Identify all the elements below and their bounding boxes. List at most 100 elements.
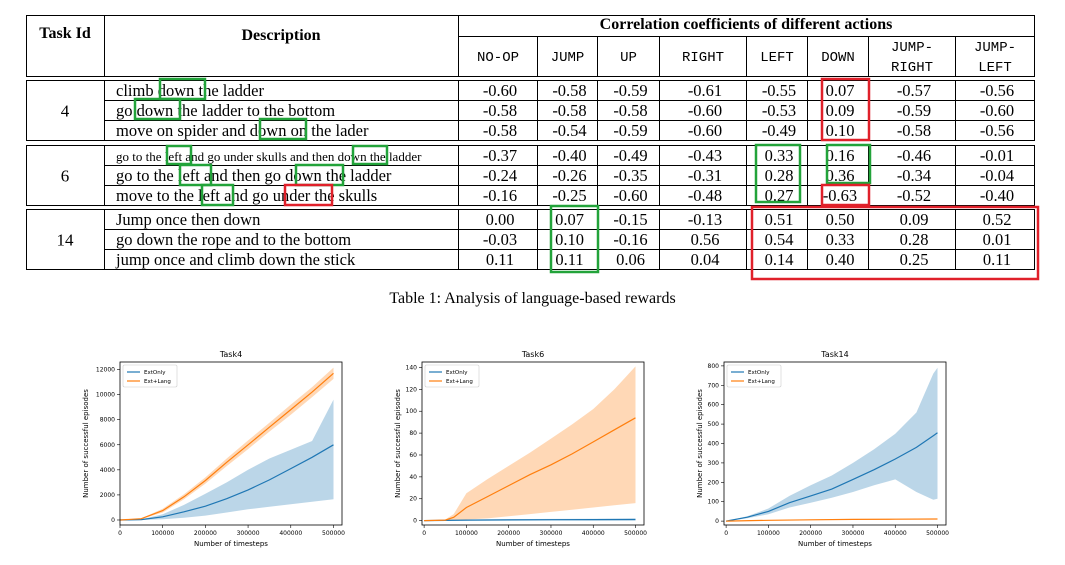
y-tick-label: 6000: [100, 442, 115, 449]
action-header: DOWN: [821, 50, 855, 66]
chart-task4: Task4 0 100000 200000 300000 400000 500000 0 200…: [82, 350, 345, 548]
task-id-cell: 14: [57, 231, 75, 250]
plot-area: [725, 367, 938, 522]
description-cell: climb down the ladder: [116, 81, 265, 100]
series-band-extonly: [120, 399, 334, 520]
action-header: JUMP: [551, 50, 585, 66]
legend: ExtOnly Ext+Lang: [726, 364, 782, 388]
value-cell: 0.51: [765, 210, 794, 229]
value-cell: -0.52: [897, 186, 931, 205]
highlight-box: [158, 77, 207, 101]
y-tick-label: 40: [409, 474, 417, 481]
value-cell: -0.59: [897, 101, 931, 120]
y-tick-label: 300: [708, 460, 720, 467]
value-cell: -0.43: [688, 146, 722, 165]
value-cell: -0.60: [688, 101, 722, 120]
header-description: Description: [241, 27, 320, 44]
highlight-box: [750, 205, 1040, 281]
x-axis-label: Number of timesteps: [496, 540, 570, 548]
action-header: NO-OP: [477, 50, 519, 66]
description-cell: go down the ladder to the bottom: [116, 101, 335, 120]
y-tick-label: 10000: [96, 392, 115, 399]
legend: ExtOnly Ext+Lang: [424, 364, 480, 388]
description-cell: Jump once then down: [116, 210, 260, 229]
value-cell: -0.24: [483, 166, 517, 185]
series-band-extonly: [726, 367, 938, 522]
value-cell: 0.27: [765, 186, 794, 205]
highlight-box: [351, 144, 389, 166]
value-cell: 0.06: [616, 250, 645, 269]
plot-frame: [421, 361, 645, 526]
value-cell: -0.54: [552, 121, 586, 140]
y-tick-label: 140: [406, 364, 418, 371]
x-tick-label: 0: [422, 530, 426, 537]
value-cell: 0.25: [900, 250, 929, 269]
y-tick-label: 100: [708, 499, 720, 506]
action-header-line1: JUMP-: [974, 40, 1016, 56]
value-cell: -0.37: [483, 146, 517, 165]
value-cell: 0.54: [765, 230, 794, 249]
value-cell: -0.55: [762, 81, 796, 100]
value-cell: -0.60: [483, 81, 517, 100]
y-tick-label: 0: [111, 517, 115, 524]
description-cell: go down the rope and to the bottom: [116, 230, 351, 249]
value-cell: -0.56: [980, 81, 1014, 100]
value-cell: -0.60: [980, 101, 1014, 120]
value-cell: -0.46: [897, 146, 931, 165]
y-tick-label: 8000: [100, 417, 115, 424]
y-axis-label: Number of successful episodes: [394, 389, 402, 498]
value-cell: 0.33: [826, 230, 855, 249]
x-axis-label: Number of timesteps: [798, 540, 872, 548]
value-cell: -0.59: [613, 121, 647, 140]
value-cell: -0.16: [613, 230, 647, 249]
highlight-box: [178, 163, 213, 187]
highlight-box: [200, 183, 235, 207]
action-header-line2: RIGHT: [891, 60, 933, 76]
y-tick-label: 600: [708, 402, 720, 409]
value-cell: -0.58: [552, 101, 586, 120]
highlight-box: [820, 77, 871, 142]
x-tick-label: 300000: [540, 530, 563, 537]
value-cell: -0.58: [552, 81, 586, 100]
x-tick-label: 400000: [582, 530, 605, 537]
value-cell: 0.09: [900, 210, 929, 229]
value-cell: 0.10: [826, 121, 855, 140]
action-header: LEFT: [760, 50, 794, 66]
plot-frame: [119, 361, 343, 526]
task-id-cell: 6: [61, 167, 70, 186]
value-cell: 0.16: [826, 146, 855, 165]
description-cell: go to the left and go under skulls and t…: [116, 149, 422, 164]
x-tick-label: 100000: [151, 530, 174, 537]
highlight-box: [754, 143, 802, 204]
value-cell: -0.40: [552, 146, 586, 165]
x-axis-label: Number of timesteps: [194, 540, 268, 548]
legend-label: ExtOnly: [446, 370, 468, 376]
results-table: Task Id Description Correlation coeffici…: [26, 15, 1040, 281]
value-cell: 0.56: [691, 230, 720, 249]
value-cell: -0.56: [980, 121, 1014, 140]
value-cell: -0.04: [980, 166, 1014, 185]
value-cell: 0.14: [765, 250, 794, 269]
value-cell: -0.40: [980, 186, 1014, 205]
plot-area: [119, 367, 334, 521]
value-cell: 0.11: [555, 250, 583, 269]
series-line-extonly: [424, 518, 636, 522]
value-cell: -0.49: [613, 146, 647, 165]
y-axis-label: Number of successful episodes: [82, 389, 90, 498]
highlight-box: [283, 183, 334, 207]
value-cell: -0.58: [897, 121, 931, 140]
highlight-boxes: [133, 77, 1040, 281]
y-tick-label: 12000: [96, 367, 115, 374]
action-headers: NO-OP JUMP UP RIGHT LEFT DOWN JUMP- RIGHT JUMP- L…: [477, 40, 1016, 76]
value-cell: 0.52: [983, 210, 1012, 229]
x-tick-label: 500000: [322, 530, 345, 537]
value-cell: 0.11: [983, 250, 1011, 269]
value-cell: 0.00: [486, 210, 515, 229]
highlight-box: [825, 143, 872, 185]
value-cell: -0.58: [613, 101, 647, 120]
value-cell: -0.58: [483, 101, 517, 120]
value-cell: 0.10: [555, 230, 584, 249]
value-cell: -0.60: [613, 186, 647, 205]
value-cell: -0.53: [762, 101, 796, 120]
